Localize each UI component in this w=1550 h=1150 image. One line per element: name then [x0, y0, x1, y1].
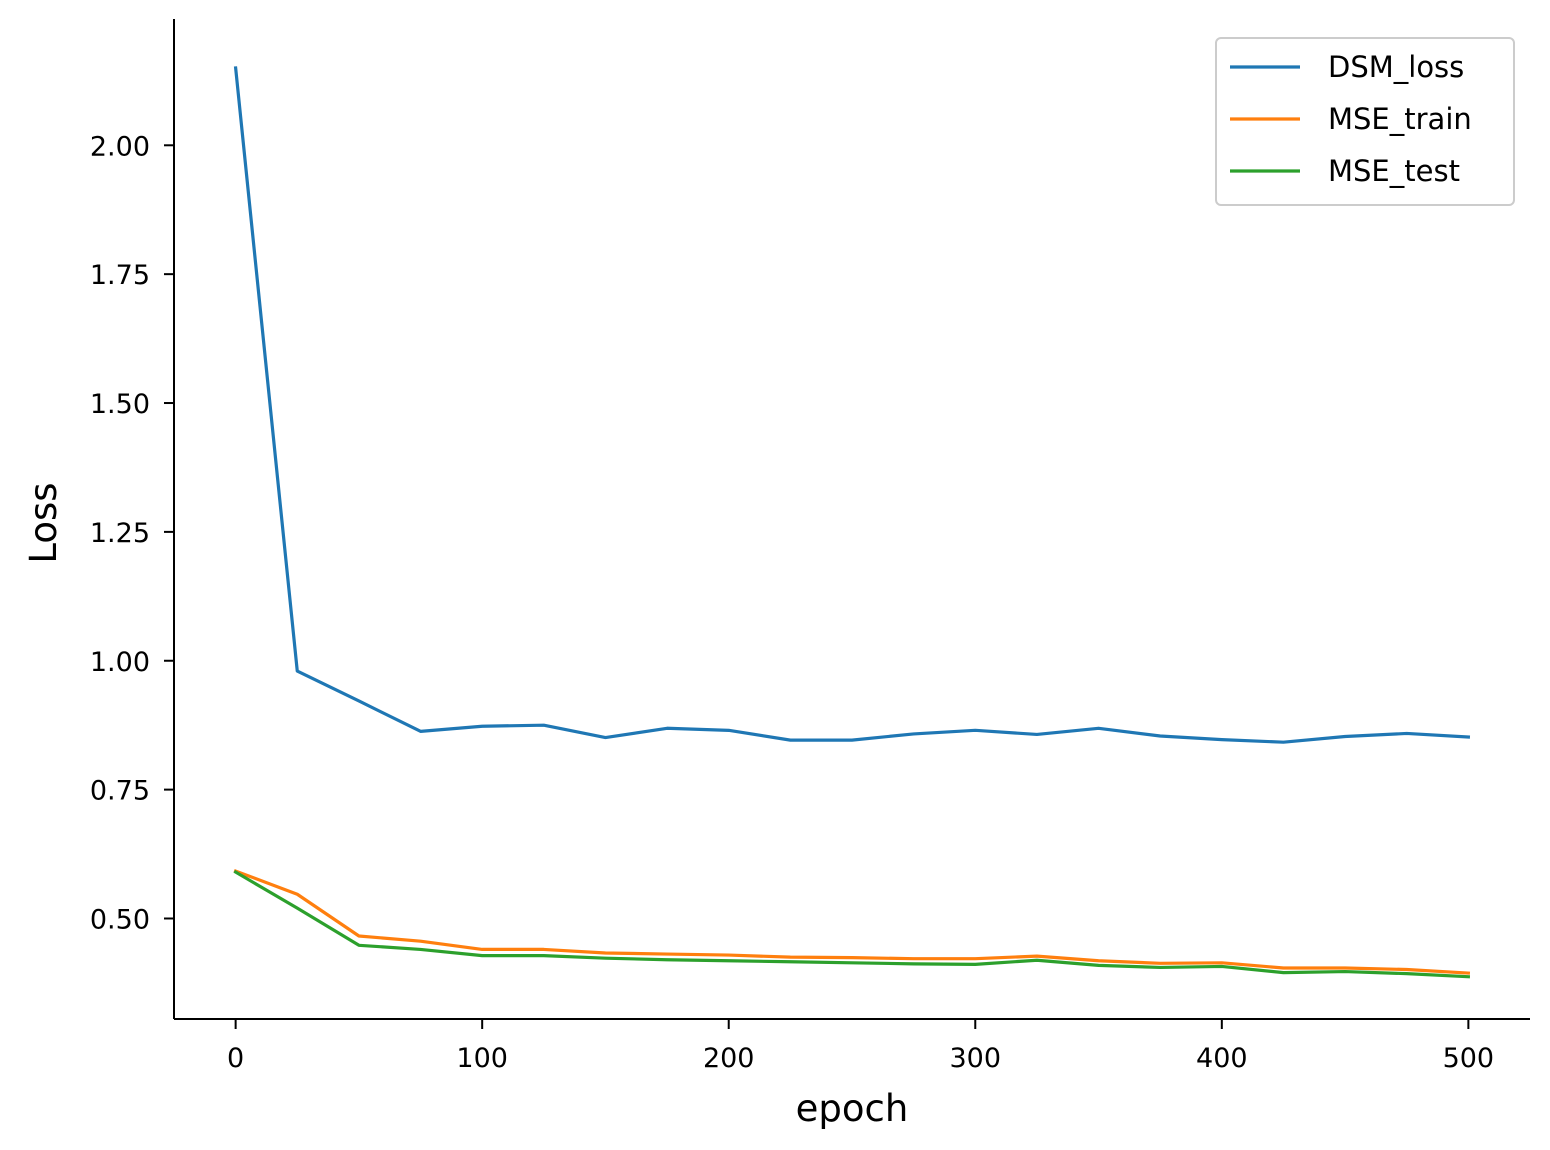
x-axis-label: epoch: [796, 1087, 909, 1130]
y-axis-label: Loss: [22, 482, 65, 563]
series-line-mse-train: [233, 868, 1471, 975]
x-tick-label: 0: [227, 1043, 244, 1074]
y-ticks: 0.50 0.75 1.00 1.25 1.50 1.75 2.00: [90, 131, 174, 935]
series-line-dsm-loss: [233, 66, 1471, 744]
legend-label: MSE_test: [1328, 154, 1460, 188]
y-tick-label: 0.50: [90, 904, 150, 935]
y-tick-label: 1.00: [90, 647, 150, 678]
legend: DSM_loss MSE_train MSE_test: [1215, 37, 1515, 206]
legend-frame: [1215, 37, 1515, 206]
y-tick-label: 2.00: [90, 131, 150, 162]
x-ticks: 0 100 200 300 400 500: [227, 1019, 1494, 1074]
legend-entries: DSM_loss MSE_train MSE_test: [1230, 50, 1472, 188]
legend-label: MSE_train: [1328, 102, 1472, 136]
legend-label: DSM_loss: [1328, 50, 1464, 84]
x-tick-label: 400: [1196, 1043, 1248, 1074]
x-tick-label: 500: [1443, 1043, 1495, 1074]
x-tick-label: 100: [456, 1043, 508, 1074]
series-line-mse-test: [233, 869, 1471, 979]
y-tick-label: 1.25: [90, 518, 150, 549]
y-tick-label: 1.50: [90, 389, 150, 420]
y-tick-label: 1.75: [90, 260, 150, 291]
x-tick-label: 300: [949, 1043, 1001, 1074]
series-layer: [233, 66, 1471, 979]
y-tick-label: 0.75: [90, 776, 150, 807]
x-tick-label: 200: [703, 1043, 755, 1074]
